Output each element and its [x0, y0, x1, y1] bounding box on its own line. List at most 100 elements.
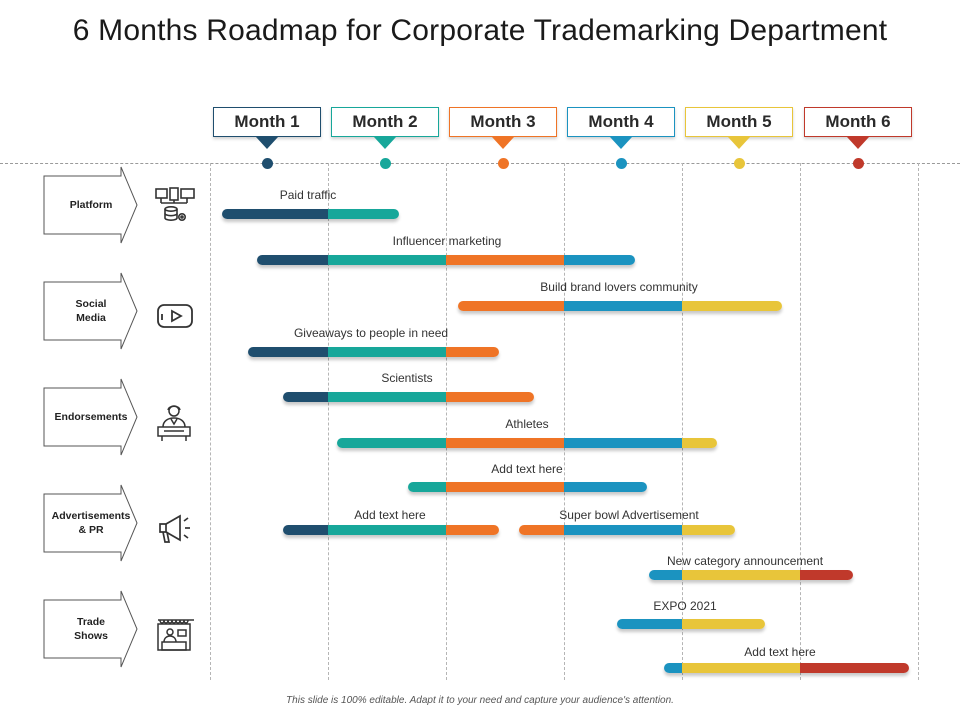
bar-segment-month-4 — [563, 301, 682, 311]
network-devices-icon — [154, 186, 198, 230]
month-gridline — [210, 163, 211, 680]
bar-segment-month-3 — [445, 525, 500, 535]
month-marker-dot — [379, 158, 391, 169]
exhibition-stand-icon — [154, 612, 198, 656]
category-advertisements-pr: Advertisements & PR — [43, 484, 155, 562]
footer-note: This slide is 100% editable. Adapt it to… — [286, 695, 674, 706]
month-header-2: Month 2 — [331, 107, 439, 137]
task-label: Add text here — [491, 462, 563, 476]
month-header-1: Month 1 — [213, 107, 321, 137]
task-label: Scientists — [381, 371, 433, 385]
month-marker-dot — [615, 158, 627, 169]
month-header-5: Month 5 — [685, 107, 793, 137]
task-bar — [247, 347, 500, 357]
task-label: New category announcement — [666, 554, 824, 568]
bar-segment-month-3 — [445, 438, 564, 448]
task-bar — [457, 301, 783, 311]
bar-segment-month-4 — [563, 525, 682, 535]
bar-segment-month-2 — [337, 438, 446, 448]
task-bar — [519, 525, 736, 535]
bar-segment-month-5 — [681, 663, 800, 673]
bar-segment-month-5 — [681, 570, 800, 580]
bar-segment-month-4 — [563, 482, 647, 492]
month-pointer — [374, 137, 396, 149]
task-label: Paid traffic — [279, 188, 337, 202]
month-marker-dot — [852, 158, 864, 169]
megaphone-icon — [154, 507, 198, 551]
category-label: Platform — [69, 199, 113, 211]
month-pointer — [847, 137, 869, 149]
category-label: Advertisements & PR — [51, 510, 131, 536]
bar-segment-month-4 — [648, 570, 682, 580]
bar-segment-month-5 — [681, 438, 718, 448]
month-pointer — [728, 137, 750, 149]
task-label: Giveaways to people in need — [293, 326, 449, 340]
month-marker-dot — [261, 158, 273, 169]
task-bar — [664, 663, 909, 673]
category-label: Endorsements — [54, 411, 128, 423]
month-gridline — [682, 163, 683, 680]
bar-segment-month-1 — [283, 392, 328, 402]
task-label: Add text here — [744, 645, 816, 659]
month-gridline — [564, 163, 565, 680]
month-gridline — [446, 163, 447, 680]
category-label: Trade Shows — [74, 616, 108, 642]
chevron-arrow-shape — [43, 378, 138, 456]
bar-segment-month-5 — [681, 301, 783, 311]
page-title: 6 Months Roadmap for Corporate Trademark… — [72, 14, 888, 47]
bar-segment-month-3 — [445, 482, 564, 492]
category-trade-shows: Trade Shows — [43, 590, 155, 668]
month-header-3: Month 3 — [449, 107, 557, 137]
bar-segment-month-2 — [327, 347, 446, 357]
bar-segment-month-3 — [445, 347, 500, 357]
bar-segment-month-4 — [664, 663, 682, 673]
task-bar — [648, 570, 854, 580]
task-bar — [283, 392, 535, 402]
task-bar — [617, 619, 765, 629]
task-label: Influencer marketing — [392, 234, 502, 248]
task-bar — [283, 525, 500, 535]
month-pointer — [610, 137, 632, 149]
month-pointer — [256, 137, 278, 149]
chevron-arrow-shape — [43, 272, 138, 350]
month-marker-dot — [733, 158, 745, 169]
chevron-arrow-shape — [43, 166, 138, 244]
task-label: Add text here — [354, 508, 426, 522]
bar-segment-month-3 — [519, 525, 564, 535]
month-pointer — [492, 137, 514, 149]
bar-segment-month-2 — [327, 392, 446, 402]
bar-segment-month-1 — [221, 209, 328, 219]
bar-segment-month-1 — [257, 255, 328, 265]
category-endorsements: Endorsements — [43, 378, 155, 456]
bar-segment-month-2 — [408, 482, 446, 492]
category-label: Social Media — [75, 298, 107, 324]
bar-segment-month-4 — [563, 438, 682, 448]
bar-segment-month-2 — [327, 525, 446, 535]
person-at-desk-icon — [154, 401, 198, 445]
bar-segment-month-3 — [445, 392, 535, 402]
task-label: Build brand lovers community — [540, 280, 698, 294]
bar-segment-month-4 — [617, 619, 682, 629]
bar-segment-month-3 — [445, 255, 564, 265]
task-label: Athletes — [505, 417, 549, 431]
chevron-arrow-shape — [43, 590, 138, 668]
bar-segment-month-5 — [681, 619, 765, 629]
bar-segment-month-5 — [681, 525, 736, 535]
bar-segment-month-6 — [799, 570, 854, 580]
month-marker-dot — [497, 158, 509, 169]
category-platform: Platform — [43, 166, 155, 244]
task-bar — [337, 438, 718, 448]
bar-segment-month-3 — [457, 301, 564, 311]
bar-segment-month-2 — [327, 255, 446, 265]
task-bar — [408, 482, 647, 492]
video-play-icon — [154, 295, 198, 339]
timeline-axis — [0, 163, 960, 164]
task-label: EXPO 2021 — [653, 599, 717, 613]
category-social-media: Social Media — [43, 272, 155, 350]
task-bar — [257, 255, 635, 265]
bar-segment-month-4 — [563, 255, 635, 265]
month-header-4: Month 4 — [567, 107, 675, 137]
month-gridline — [800, 163, 801, 680]
task-label: Super bowl Advertisement — [559, 508, 699, 522]
bar-segment-month-1 — [283, 525, 328, 535]
